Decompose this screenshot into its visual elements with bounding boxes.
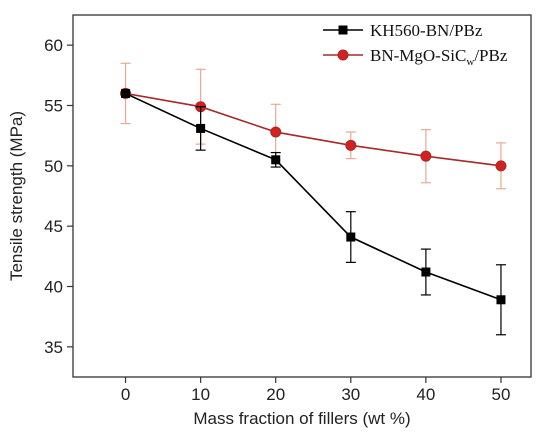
legend-label-bn-mgo-tail: /PBz [474, 46, 508, 65]
x-tick-label: 50 [492, 385, 511, 404]
legend: KH560-BN/PBz BN-MgO-SiCw/PBz [323, 21, 508, 68]
data-point-bn-mgo [420, 150, 432, 162]
legend-label-bn-mgo: BN-MgO-SiCw/PBz [370, 46, 508, 68]
y-axis-title: Tensile strength (MPa) [7, 111, 26, 281]
legend-label-kh560: KH560-BN/PBz [370, 21, 483, 40]
x-tick-label: 40 [416, 385, 435, 404]
y-tick-label: 45 [44, 217, 63, 236]
x-tick-label: 20 [266, 385, 285, 404]
data-point-kh560 [346, 232, 356, 242]
y-tick-label: 35 [44, 338, 63, 357]
series-layer [120, 62, 507, 336]
data-point-kh560 [421, 267, 431, 277]
series-line-kh560 [125, 92, 502, 301]
x-axis-title: Mass fraction of fillers (wt %) [193, 409, 410, 428]
data-point-bn-mgo [495, 160, 507, 172]
data-point-bn-mgo [345, 139, 357, 151]
y-tick-label: 60 [44, 36, 63, 55]
legend-marker-kh560 [338, 25, 348, 35]
data-point-kh560 [196, 123, 206, 133]
x-axis-ticks: 0 10 20 30 40 50 [121, 377, 511, 404]
legend-label-bn-mgo-sub: w [466, 56, 474, 68]
data-point-kh560 [271, 155, 281, 165]
y-axis-ticks: 35 40 45 50 55 60 [44, 36, 73, 357]
series-line-bn-mgo [125, 92, 502, 167]
x-tick-label: 0 [121, 385, 130, 404]
legend-label-bn-mgo-main: BN-MgO-SiC [370, 46, 466, 65]
y-tick-label: 50 [44, 157, 63, 176]
data-point-kh560 [496, 295, 506, 305]
legend-marker-bn-mgo [337, 49, 349, 61]
plot-frame [72, 14, 532, 378]
y-tick-label: 40 [44, 278, 63, 297]
data-point-kh560 [121, 88, 131, 98]
x-tick-label: 30 [341, 385, 360, 404]
x-tick-label: 10 [191, 385, 210, 404]
y-tick-label: 55 [44, 97, 63, 116]
data-point-bn-mgo [270, 126, 282, 138]
